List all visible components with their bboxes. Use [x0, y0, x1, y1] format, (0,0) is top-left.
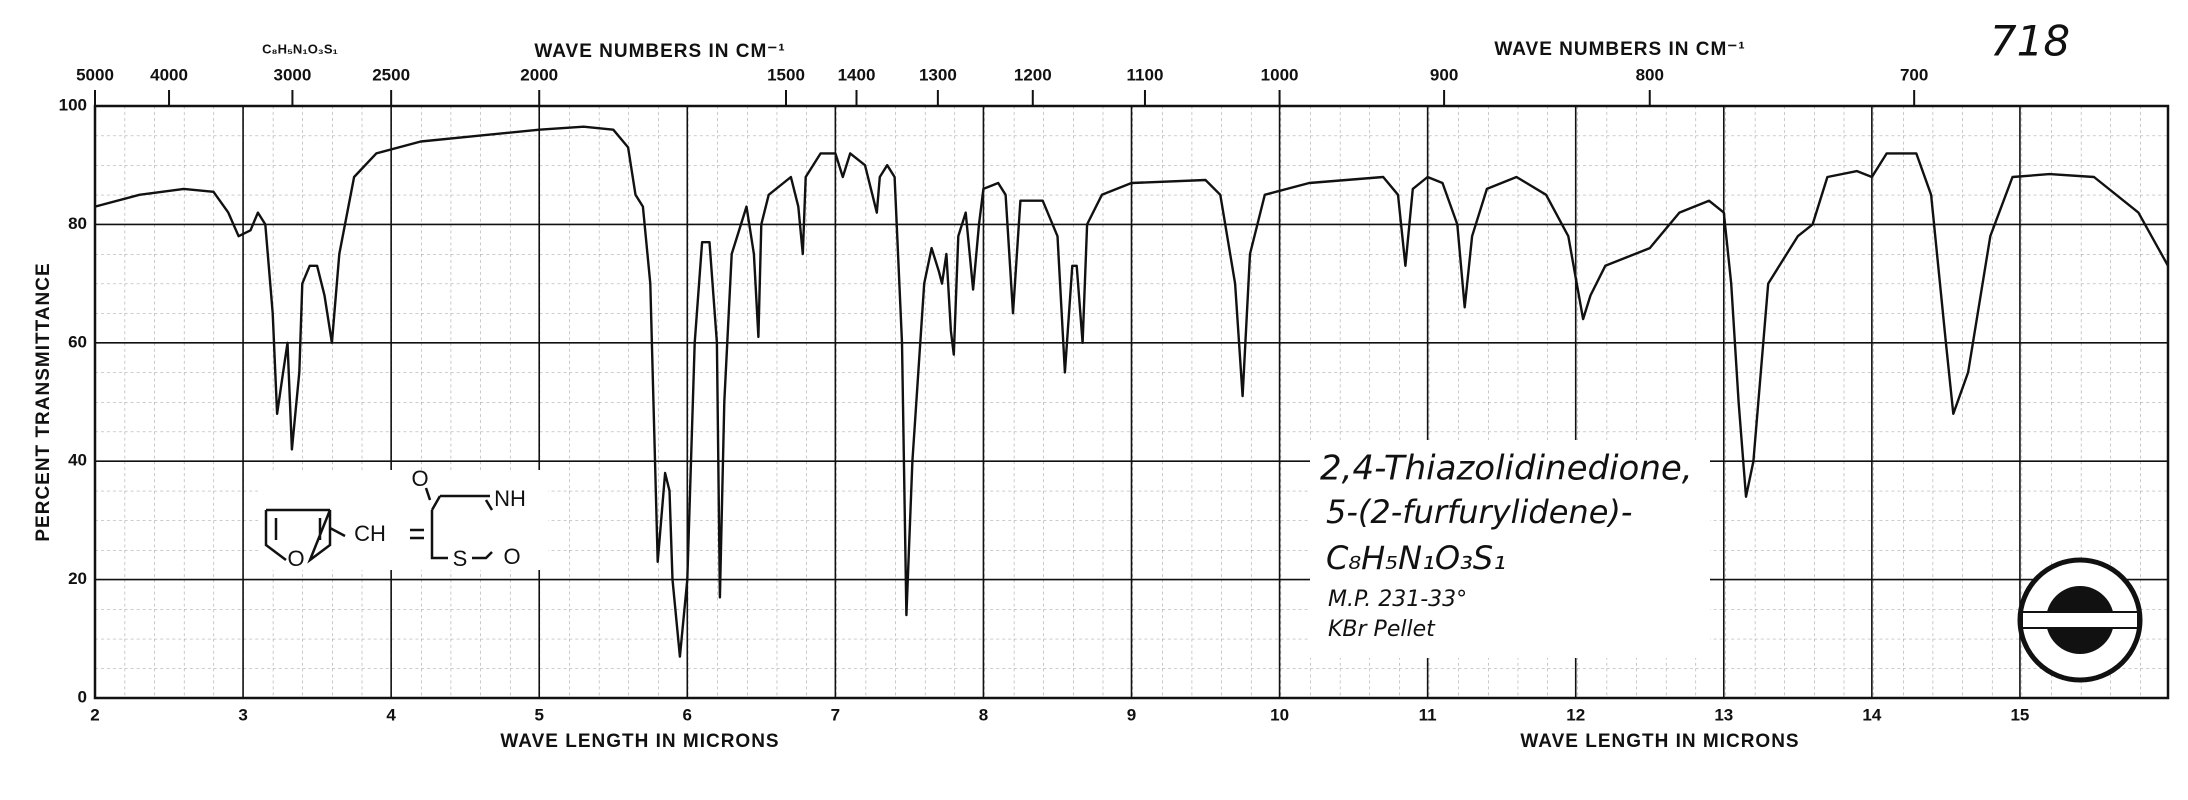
sheet-number: 718 — [1990, 17, 2070, 66]
annotation-box: 2,4-Thiazolidinedione, 5-(2-furfuryliden… — [1310, 440, 1710, 658]
x-tick-label: 5 — [534, 705, 543, 724]
y-axis-title: PERCENT TRANSMITTANCE — [33, 262, 54, 541]
carbonyl — [424, 487, 432, 501]
x-tick-label: 9 — [1127, 705, 1136, 724]
top-tick-label: 1500 — [767, 65, 805, 84]
y-tick-label: 20 — [68, 569, 87, 588]
annotation: M.P. 231-33° — [1328, 587, 1467, 612]
x-tick-label: 2 — [90, 705, 99, 724]
top-tick-label: 4000 — [150, 65, 188, 84]
logo-band — [2021, 611, 2139, 629]
x-tick-label: 4 — [386, 705, 396, 724]
top-tick-label: 700 — [1900, 65, 1928, 84]
top-tick-label: 1100 — [1127, 65, 1164, 84]
x-tick-label: 11 — [1419, 705, 1437, 724]
structure-label: O — [411, 466, 428, 491]
furan-ring — [264, 508, 332, 564]
y-tick-label: 40 — [68, 451, 87, 470]
annotation: KBr Pellet — [1328, 617, 1436, 642]
top-tick-label: 900 — [1430, 65, 1458, 84]
structure-label: CH — [354, 521, 386, 546]
y-tick-label: 80 — [68, 214, 87, 233]
x-axis-title: WAVE LENGTH IN MICRONS — [1520, 731, 1799, 752]
x-tick-label: 10 — [1270, 705, 1289, 724]
plot-frame — [93, 104, 2170, 700]
structure-label: S — [453, 546, 468, 571]
structure-label: NH — [494, 486, 526, 511]
x-tick-label: 13 — [1714, 705, 1733, 724]
annotation: C₈H₅N₁O₃S₁ — [1326, 539, 1506, 577]
formula: C₈H₅N₁O₃S₁ — [262, 41, 338, 56]
top-tick-label: 3000 — [274, 65, 312, 84]
y-tick-label: 100 — [59, 95, 87, 114]
top-tick-label: 1300 — [919, 65, 957, 84]
logo — [2017, 557, 2143, 683]
top-axis-title: WAVE NUMBERS IN CM⁻¹ — [534, 41, 785, 62]
x-tick-label: 8 — [979, 705, 988, 724]
top-tick-label: 1400 — [838, 65, 876, 84]
y-tick-label: 0 — [78, 687, 87, 706]
x-tick-label: 3 — [238, 705, 247, 724]
structure-label: O — [503, 544, 520, 569]
top-axis-title: WAVE NUMBERS IN CM⁻¹ — [1494, 39, 1745, 60]
top-tick-label: 5000 — [76, 65, 114, 84]
x-tick-label: 7 — [831, 705, 840, 724]
double-bond — [410, 528, 424, 540]
y-tick-label: 60 — [68, 332, 87, 351]
bond — [329, 526, 346, 538]
annotation-bg — [1310, 440, 1710, 658]
x-tick-label: 6 — [683, 705, 692, 724]
top-tick-label: 2500 — [372, 65, 410, 84]
annotation: 5-(2-furfurylidene)- — [1326, 493, 1632, 531]
structure-bg — [258, 470, 548, 570]
x-tick-label: 12 — [1566, 705, 1585, 724]
annotation: 2,4-Thiazolidinedione, — [1320, 449, 1693, 489]
top-tick-label: 1000 — [1261, 65, 1299, 84]
x-tick-label: 15 — [2010, 705, 2029, 724]
spectrum-line — [94, 125, 2170, 658]
structure-label: O — [287, 546, 304, 571]
structure: O CH O NH S O — [258, 466, 548, 571]
top-tick-label: 1200 — [1014, 65, 1052, 84]
x-axis-title: WAVE LENGTH IN MICRONS — [500, 731, 779, 752]
x-tick-label: 14 — [1862, 705, 1881, 724]
top-tick-label: 800 — [1636, 65, 1664, 84]
thiazolidine-ring — [430, 494, 494, 560]
top-tick-label: 2000 — [520, 65, 558, 84]
